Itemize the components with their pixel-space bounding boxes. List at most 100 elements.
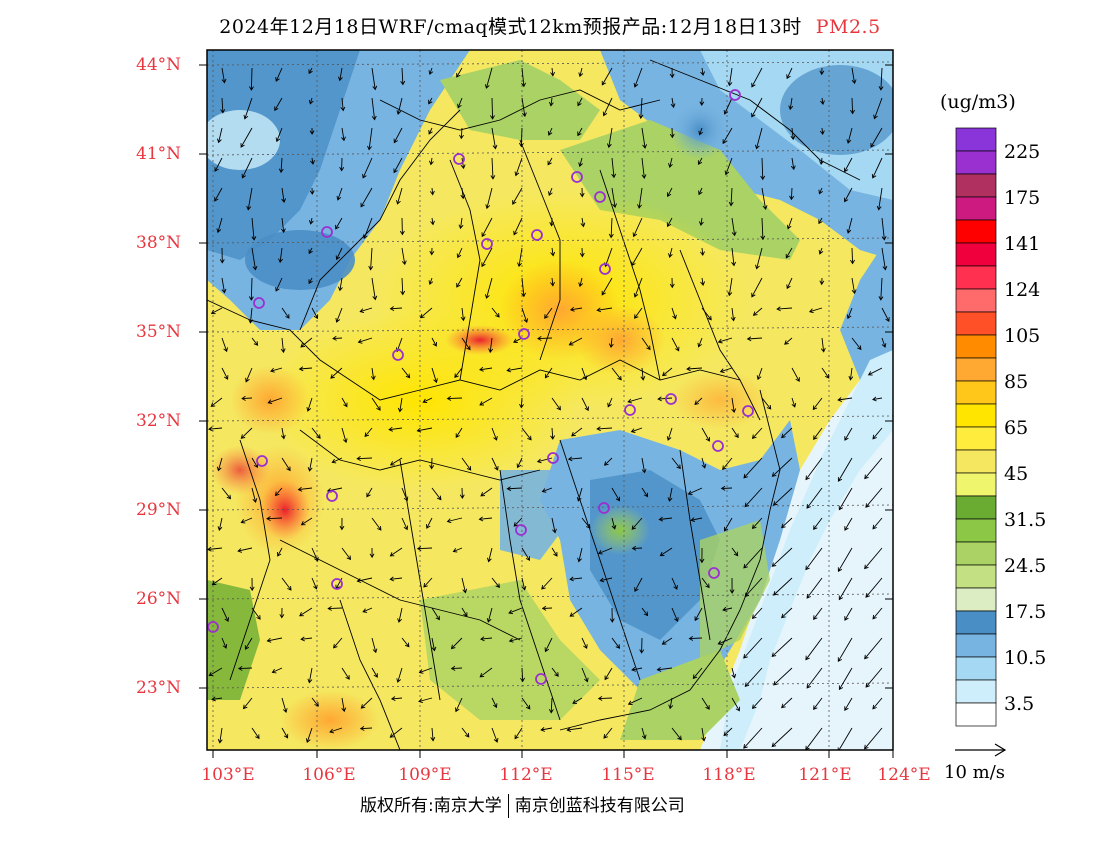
colorbar-swatch bbox=[955, 380, 997, 405]
wind-arrow bbox=[751, 517, 763, 530]
wind-arrow bbox=[699, 97, 705, 106]
wind-arrow bbox=[456, 67, 463, 78]
wind-arrow bbox=[367, 127, 373, 151]
wind-arrow bbox=[281, 307, 290, 319]
wind-arrow bbox=[631, 666, 643, 672]
wind-arrow bbox=[220, 97, 226, 114]
wind-arrow bbox=[329, 727, 343, 734]
wind-arrow bbox=[513, 517, 523, 527]
wind-arrow bbox=[456, 247, 463, 259]
wind-arrow bbox=[872, 697, 883, 710]
wind-arrow bbox=[280, 427, 286, 440]
lat-label-26: 26°N bbox=[136, 589, 182, 609]
wind-arrow bbox=[307, 667, 313, 684]
city-marker bbox=[535, 673, 547, 685]
wind-arrow bbox=[731, 667, 737, 679]
wind-arrow bbox=[548, 187, 553, 196]
copyright-divider bbox=[507, 794, 509, 818]
wind-arrow bbox=[279, 607, 285, 619]
wind-arrow bbox=[641, 127, 648, 149]
wind-arrow bbox=[789, 187, 795, 201]
wind-arrow bbox=[399, 217, 405, 236]
wind-arrow bbox=[872, 396, 883, 402]
wind-arrow bbox=[844, 187, 853, 203]
wind-arrow bbox=[596, 307, 613, 313]
title-text: 2024年12月18日WRF/cmaq模式12km预报产品:12月18日13时 bbox=[219, 16, 802, 38]
wind-arrow bbox=[752, 307, 763, 316]
wind-arrow bbox=[550, 67, 556, 77]
wind-arrow bbox=[389, 576, 403, 582]
wind-arrow bbox=[700, 277, 706, 286]
wind-arrow bbox=[431, 637, 437, 652]
wind-arrow bbox=[688, 636, 703, 641]
wind-arrow bbox=[339, 517, 345, 531]
wind-arrow bbox=[641, 607, 649, 617]
wind-arrow bbox=[521, 307, 529, 324]
wind-arrow bbox=[214, 157, 223, 172]
wind-arrow bbox=[717, 637, 733, 645]
wind-arrow bbox=[251, 487, 258, 503]
colorbar-unit: (ug/m3) bbox=[940, 91, 1016, 113]
wind-arrow bbox=[450, 665, 463, 671]
wind-arrow bbox=[844, 157, 853, 173]
wind-arrow bbox=[446, 517, 463, 524]
wind-arrow bbox=[700, 247, 705, 256]
wind-arrow bbox=[813, 427, 823, 440]
wind-arrow bbox=[491, 457, 499, 471]
wind-arrow bbox=[581, 397, 589, 412]
wind-arrow bbox=[607, 397, 613, 408]
wind-arrow bbox=[540, 727, 553, 732]
wind-arrow bbox=[330, 367, 343, 379]
wind-arrow bbox=[671, 727, 682, 741]
wind-arrow bbox=[699, 547, 705, 564]
wind-arrow bbox=[671, 577, 678, 590]
wind-arrow bbox=[221, 67, 227, 84]
wind-arrow bbox=[820, 337, 826, 353]
wind-arrow bbox=[280, 337, 286, 354]
colorbar-label: 17.5 bbox=[1004, 601, 1047, 623]
wind-arrow bbox=[248, 307, 254, 324]
city-marker bbox=[547, 452, 559, 464]
wind-arrow bbox=[806, 577, 823, 599]
map-frame bbox=[206, 49, 894, 751]
province-boundaries bbox=[207, 59, 861, 750]
wind-arrow bbox=[719, 367, 733, 374]
wind-arrow bbox=[309, 127, 315, 135]
wind-arrow bbox=[241, 395, 253, 401]
wind-arrow bbox=[666, 187, 673, 198]
wind-arrow bbox=[771, 457, 793, 477]
wind-arrow bbox=[727, 67, 733, 87]
wind-arrow bbox=[773, 577, 793, 596]
colorbar-swatch bbox=[955, 288, 997, 313]
wind-arrow bbox=[786, 217, 793, 230]
wind-arrow bbox=[521, 697, 531, 710]
wind-arrow bbox=[812, 397, 823, 411]
wind-arrow bbox=[771, 637, 793, 657]
wind-arrow bbox=[579, 187, 585, 198]
wind-arrow bbox=[371, 667, 378, 678]
colorbar-swatch bbox=[955, 587, 997, 612]
wind-arrow bbox=[578, 67, 584, 78]
wind-arrow bbox=[267, 397, 283, 405]
colorbar-label: 10.5 bbox=[1004, 647, 1047, 669]
wind-arrow bbox=[486, 607, 493, 623]
colorbar-label: 24.5 bbox=[1004, 555, 1047, 577]
wind-arrow bbox=[881, 337, 887, 348]
wind-arrow bbox=[274, 487, 283, 497]
wind-arrow bbox=[727, 277, 733, 297]
wind-arrow bbox=[333, 637, 343, 649]
wind-arrow bbox=[461, 607, 468, 617]
wind-arrow bbox=[641, 727, 647, 740]
wind-arrow bbox=[568, 337, 583, 346]
wind-arrow bbox=[310, 157, 315, 165]
lat-label-35: 35°N bbox=[136, 322, 182, 342]
wind-arrow bbox=[550, 247, 556, 257]
wind-arrow bbox=[631, 545, 643, 551]
wind-arrow bbox=[566, 727, 583, 733]
colorbar-label: 3.5 bbox=[1004, 693, 1035, 715]
wind-arrow bbox=[309, 187, 315, 195]
city-marker bbox=[392, 349, 404, 361]
city-marker bbox=[571, 171, 583, 183]
wind-arrow bbox=[761, 187, 768, 210]
wind-arrow bbox=[339, 157, 345, 172]
